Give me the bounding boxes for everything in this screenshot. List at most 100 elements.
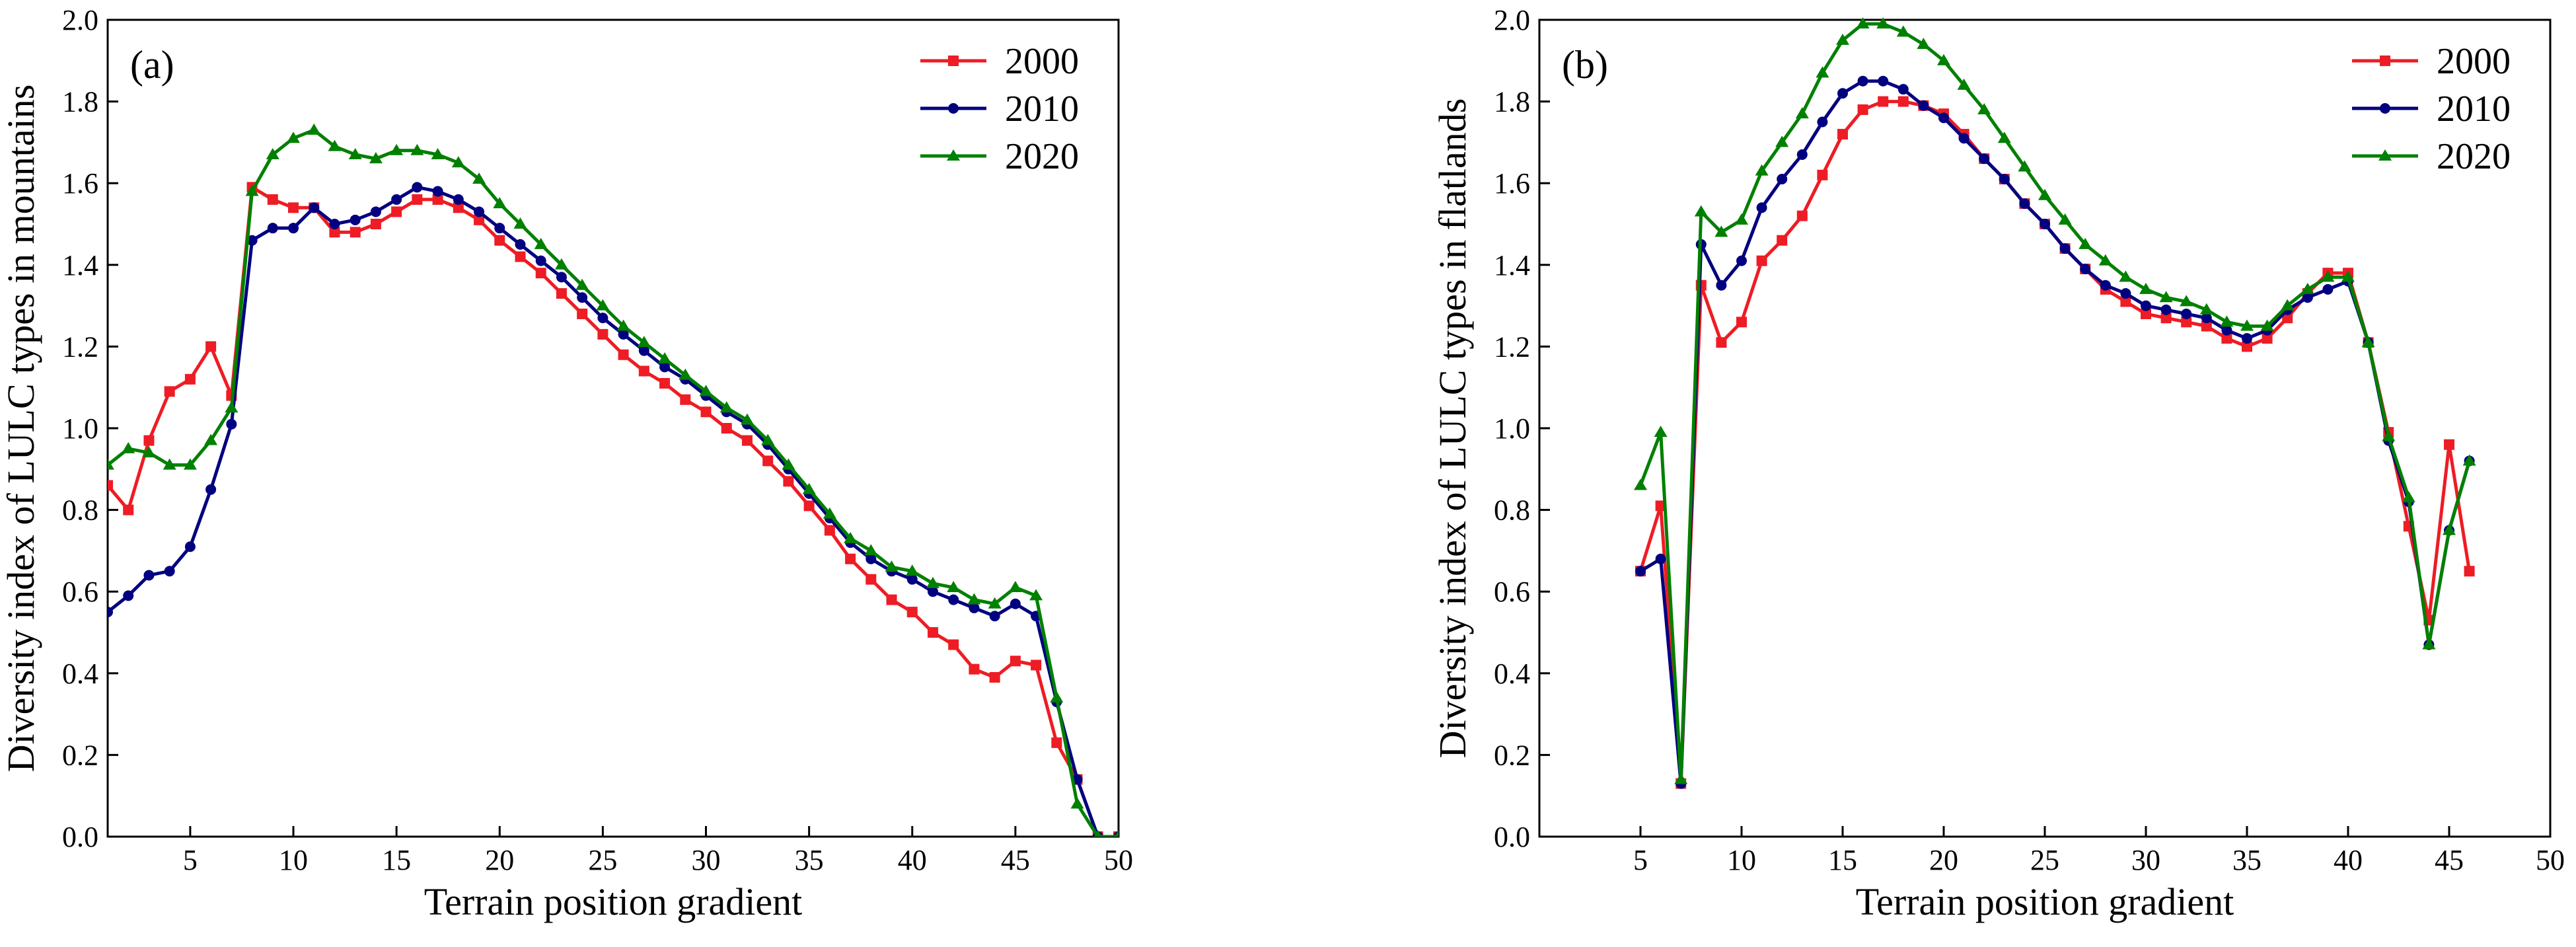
data-point-2010	[123, 590, 134, 601]
data-point-2020	[266, 147, 279, 159]
data-point-2000	[453, 202, 464, 213]
y-tick-label: 1.4	[62, 249, 98, 282]
data-point-2000	[2444, 439, 2454, 450]
data-point-2000	[638, 365, 649, 377]
data-point-2010	[659, 361, 671, 373]
data-point-2020	[1795, 107, 1809, 119]
x-tick-label: 5	[183, 844, 198, 876]
data-point-2010	[2080, 263, 2091, 274]
data-point-2010	[2242, 333, 2252, 344]
data-point-2020	[2240, 319, 2254, 331]
legend-label-2010: 2010	[2437, 89, 2511, 130]
data-point-2020	[451, 156, 465, 168]
data-point-2000	[762, 455, 774, 467]
data-point-2000	[886, 594, 897, 605]
data-point-2010	[453, 194, 464, 205]
y-tick-label: 1.6	[62, 167, 98, 200]
data-point-2020	[1050, 691, 1064, 702]
data-point-2010	[1010, 598, 1021, 609]
series-2010	[1635, 75, 2475, 789]
data-point-2020	[1896, 25, 1910, 37]
data-point-2020	[390, 143, 404, 155]
x-tick-label: 20	[485, 844, 514, 876]
data-point-2020	[2220, 315, 2234, 327]
data-point-2020	[679, 368, 692, 380]
data-point-2020	[2058, 213, 2072, 225]
data-point-2020	[575, 278, 589, 290]
data-point-2020	[823, 507, 836, 519]
series-2000	[108, 182, 1119, 837]
data-point-2010	[246, 235, 258, 246]
data-point-2000	[2282, 313, 2293, 324]
data-point-2000	[184, 373, 196, 385]
data-point-2020	[472, 172, 486, 184]
data-point-2000	[597, 328, 608, 340]
legend-label-2020: 2020	[1005, 136, 1079, 177]
data-point-2020	[2321, 270, 2335, 282]
data-point-2020	[1917, 38, 1931, 50]
data-point-2010	[164, 566, 175, 577]
data-point-2000	[721, 423, 732, 434]
data-point-2010	[2100, 280, 2111, 291]
data-point-2000	[494, 235, 505, 246]
data-point-2000	[350, 227, 361, 238]
data-point-2000	[2242, 341, 2252, 352]
x-tick-label: 30	[692, 844, 721, 876]
data-point-2010	[577, 292, 588, 303]
data-point-2010	[515, 239, 526, 250]
data-point-2020	[183, 458, 197, 470]
data-point-2020	[988, 597, 1002, 609]
data-point-2010	[391, 194, 402, 205]
data-point-2010	[474, 206, 485, 217]
data-point-2010	[2120, 288, 2131, 299]
x-tick-label: 5	[1633, 844, 1648, 876]
data-point-2020	[761, 434, 775, 445]
data-point-2020	[328, 139, 342, 151]
data-point-2020	[947, 581, 961, 593]
data-point-2000	[515, 251, 526, 262]
data-point-2000	[1878, 96, 1889, 107]
data-point-2020	[163, 458, 176, 470]
legend-label-2010: 2010	[1005, 89, 1079, 130]
x-tick-label: 45	[2435, 844, 2464, 876]
data-point-2010	[1878, 75, 1889, 87]
y-tick-label: 2.0	[1494, 4, 1530, 36]
data-point-2000	[1817, 169, 1828, 180]
data-point-2000	[370, 219, 381, 229]
data-point-2020	[2098, 254, 2112, 266]
data-point-2020	[2281, 299, 2295, 311]
y-axis-title: Diversity index of LULC types in mountai…	[0, 85, 42, 773]
y-tick-label: 0.0	[62, 821, 98, 853]
data-point-2020	[245, 184, 259, 196]
legend-marker-2000	[2380, 56, 2390, 66]
data-point-2020	[1654, 426, 1668, 437]
legend-label-2020: 2020	[2437, 136, 2511, 177]
data-point-2020	[2018, 160, 2032, 172]
data-point-2000	[205, 341, 217, 352]
data-point-2020	[2159, 291, 2173, 303]
data-point-2000	[803, 500, 815, 511]
series-2020	[108, 123, 1119, 837]
data-point-2000	[556, 288, 567, 299]
data-point-2000	[618, 349, 629, 360]
data-point-2020	[2402, 491, 2415, 503]
plot-frame	[106, 19, 1120, 838]
x-tick-label: 20	[1929, 844, 1958, 876]
data-point-2000	[2464, 566, 2475, 577]
legend-label-2000: 2000	[2437, 41, 2511, 82]
data-point-2000	[2160, 313, 2172, 324]
data-point-2020	[2139, 282, 2153, 294]
legend-label-2000: 2000	[1005, 41, 1079, 82]
data-point-2020	[287, 132, 301, 143]
x-tick-label: 50	[1104, 844, 1133, 876]
data-point-2000	[969, 663, 980, 675]
data-point-2000	[948, 639, 959, 650]
data-point-2010	[350, 214, 361, 225]
data-point-2010	[597, 313, 608, 324]
data-point-2010	[329, 219, 340, 229]
data-point-2020	[1115, 830, 1119, 837]
data-point-2010	[2160, 304, 2172, 315]
data-point-2020	[348, 147, 362, 159]
data-point-2010	[535, 255, 546, 266]
